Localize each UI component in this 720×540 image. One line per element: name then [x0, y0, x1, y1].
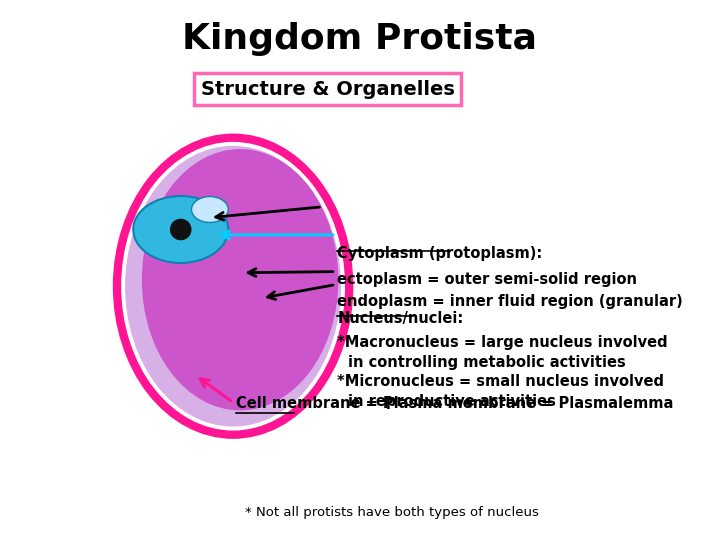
Text: Kingdom Protista: Kingdom Protista	[182, 22, 538, 56]
Text: Cell membrane = Plasma membrane = Plasmalemma: Cell membrane = Plasma membrane = Plasma…	[236, 396, 673, 411]
Text: in reproductive activities: in reproductive activities	[348, 394, 556, 409]
Ellipse shape	[133, 196, 228, 263]
Text: * Not all protists have both types of nucleus: * Not all protists have both types of nu…	[246, 507, 539, 519]
Text: Structure & Organelles: Structure & Organelles	[201, 79, 454, 99]
Text: Nucleus/nuclei:: Nucleus/nuclei:	[338, 310, 464, 326]
Ellipse shape	[125, 146, 341, 427]
Text: in controlling metabolic activities: in controlling metabolic activities	[348, 355, 626, 370]
Ellipse shape	[142, 149, 338, 410]
Text: ectoplasm = outer semi-solid region: ectoplasm = outer semi-solid region	[338, 272, 637, 287]
Text: *Micronucleus = small nucleus involved: *Micronucleus = small nucleus involved	[338, 374, 665, 389]
Text: endoplasm = inner fluid region (granular): endoplasm = inner fluid region (granular…	[338, 294, 683, 309]
Text: Cytoplasm (protoplasm):: Cytoplasm (protoplasm):	[338, 246, 543, 261]
Ellipse shape	[192, 197, 228, 222]
Text: *Macronucleus = large nucleus involved: *Macronucleus = large nucleus involved	[338, 335, 668, 350]
Circle shape	[170, 219, 192, 240]
